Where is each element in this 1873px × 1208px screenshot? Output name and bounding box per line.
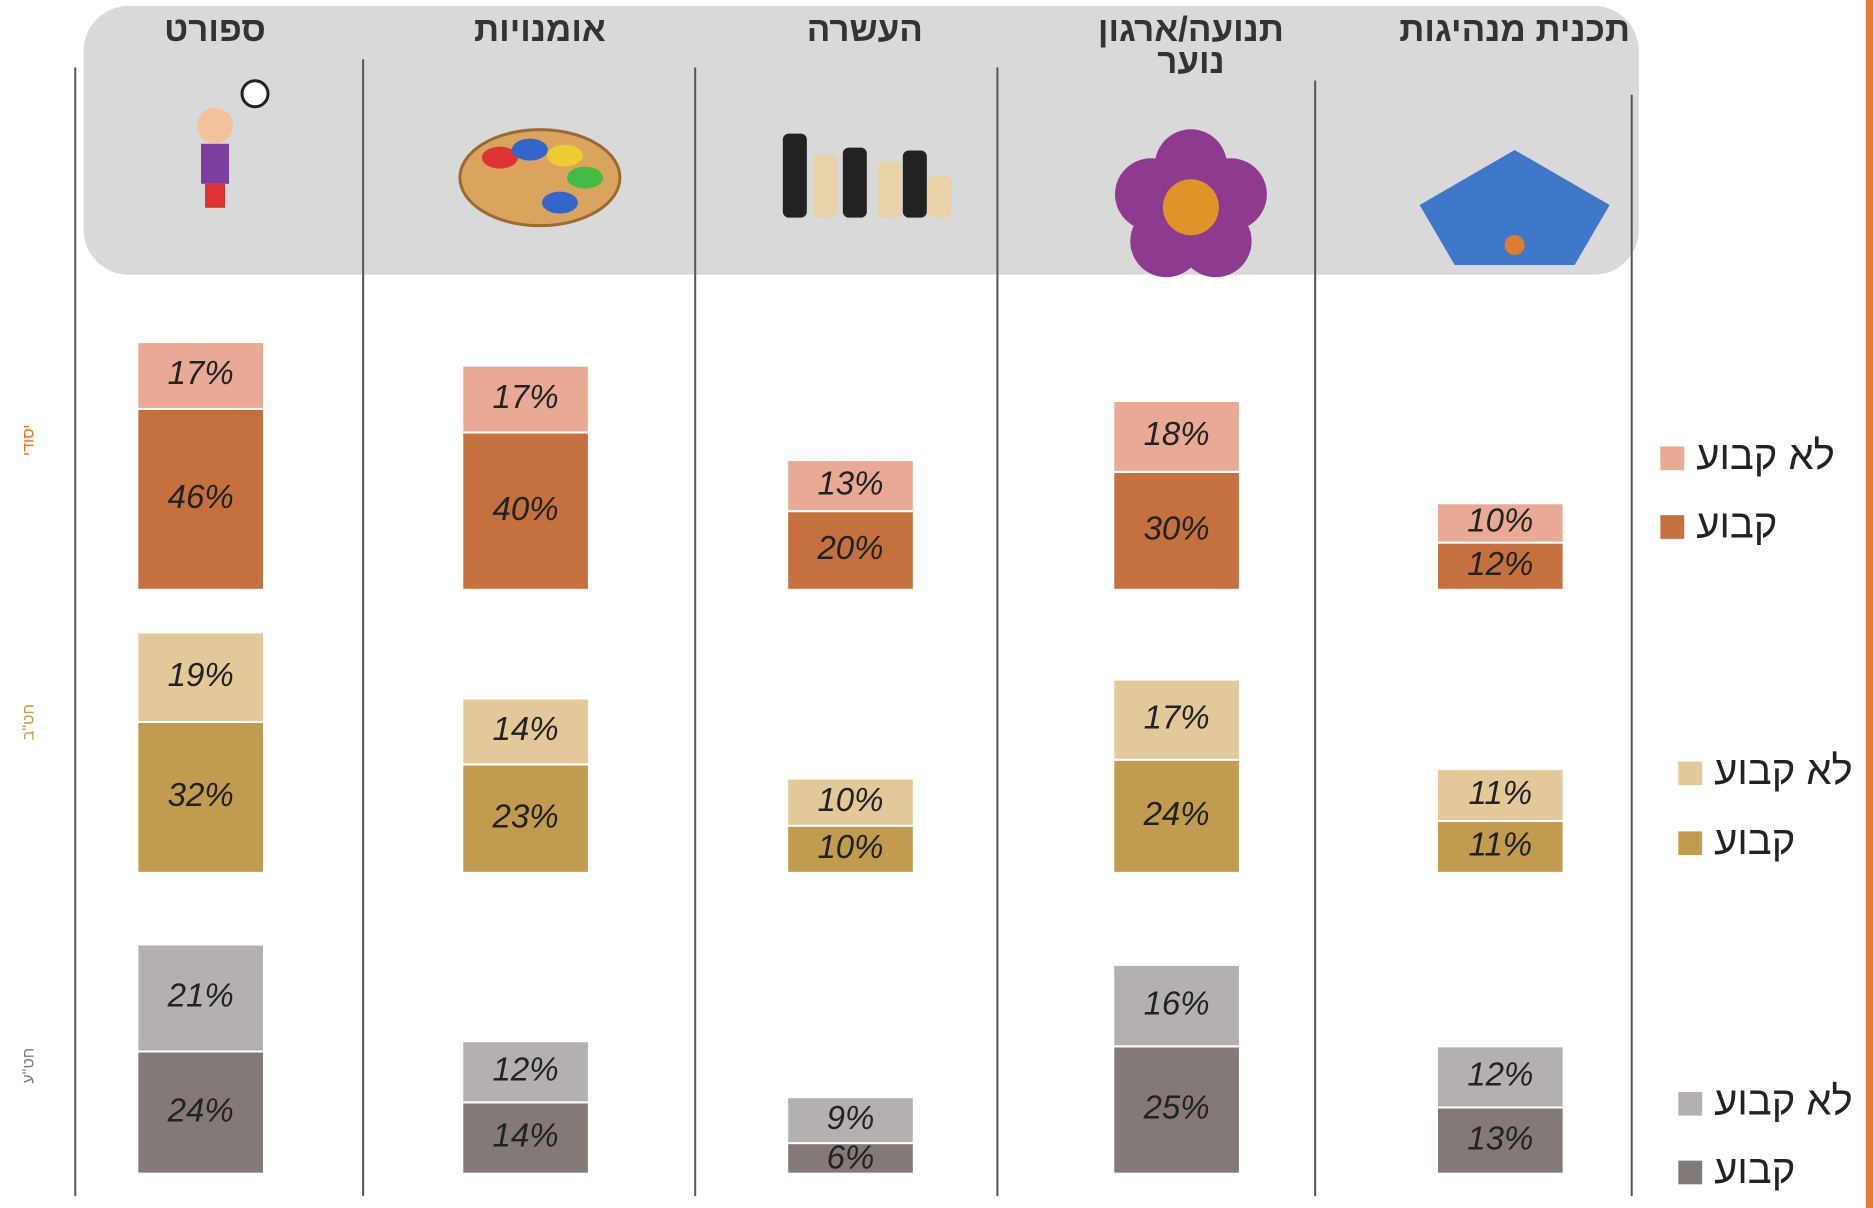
icon [902,150,927,218]
legend-label: קבוע [1714,1148,1795,1192]
bar-segment [1436,1106,1565,1175]
legend-swatch [1678,761,1703,786]
icon [566,166,603,189]
value-label: 32% [168,776,234,813]
icon [812,154,837,218]
bar-segment [1112,400,1241,473]
icon [1419,150,1610,266]
category-label: תנועה/ארגון נוער [1097,10,1284,82]
bar-segment [1436,541,1565,591]
row-title: חט"ב [20,704,37,740]
bar-segment [1112,963,1241,1048]
bar-segment [786,777,915,827]
bar-segment [136,943,265,1053]
value-label: 46% [168,478,234,515]
value-label: 40% [493,490,559,527]
value-label: 17% [1144,698,1210,735]
value-label: 11% [1469,774,1533,811]
value-label: 14% [493,1117,559,1154]
bar-segment [1112,678,1241,761]
row-title: יסודי [20,424,37,456]
bar-segment [1436,502,1565,544]
legend-swatch [1660,446,1685,471]
value-label: 9% [827,1099,875,1136]
value-label: 12% [1467,545,1533,582]
icon [877,161,902,218]
value-label: 20% [816,529,883,566]
value-label: 13% [1467,1119,1533,1156]
bar-segment [136,721,265,874]
row-title: חט"ע [20,1048,37,1084]
bar-segment [786,510,915,591]
value-label: 13% [817,464,883,501]
icon [927,175,952,218]
value-label: 17% [493,378,559,415]
icon [782,133,807,218]
bar-segment [786,1142,915,1175]
icon [541,191,578,214]
bar-segment [1112,1045,1241,1175]
bar-segment [461,364,590,434]
bar-segment [1436,819,1565,874]
icon [1162,179,1219,236]
value-label: 18% [1144,415,1210,452]
legend-swatch [1678,1160,1703,1185]
icon [201,143,230,184]
bar-segment [461,697,590,766]
value-label: 25% [1143,1089,1210,1126]
icon [240,79,270,109]
value-label: 21% [167,977,234,1014]
bar-segment [136,631,265,724]
icon [1504,235,1525,256]
icon [481,146,518,169]
bar-segment [461,1040,590,1104]
value-label: 10% [1467,502,1533,539]
category-label: תכנית מנהיגות [1399,10,1631,50]
bar-segment [461,1101,590,1175]
value-label: 10% [817,781,883,818]
value-label: 11% [1469,826,1533,863]
value-label: 19% [168,656,234,693]
icon [205,183,226,208]
category-label: אומנויות [474,10,606,50]
bar-segment [136,341,265,410]
bar-segment [461,763,590,874]
value-label: 10% [817,828,883,865]
legend-label: קבוע [1696,503,1777,547]
value-label: 24% [1143,795,1210,832]
icon [197,107,234,144]
category-label: ספורט [164,10,266,50]
legend-swatch [1678,831,1703,856]
icon [511,138,548,161]
legend-label: לא קבוע [1696,434,1835,478]
value-label: 12% [493,1051,559,1088]
bar-segment [786,1096,915,1145]
value-label: 16% [1144,984,1210,1021]
bar-segment [1436,768,1565,822]
category-label: העשרה [806,10,923,50]
bar-segment [786,824,915,874]
legend-swatch [1660,515,1685,539]
icon [546,144,583,167]
edge-bar [1865,0,1873,1208]
bar-segment [1112,758,1241,874]
bar-segment [786,459,915,513]
legend-swatch [1678,1091,1703,1116]
legend-label: לא קבוע [1714,1079,1853,1123]
value-label: 23% [492,797,559,834]
legend-label: לא קבוע [1714,749,1853,793]
bar-segment [1436,1045,1565,1109]
value-label: 12% [1467,1056,1533,1093]
value-label: 14% [493,710,559,747]
value-label: 17% [168,354,234,391]
legend-label: קבוע [1714,819,1795,863]
value-label: 6% [827,1138,875,1175]
bar-segment [1112,470,1241,591]
value-label: 30% [1144,510,1210,547]
bar-segment [136,1050,265,1175]
icon [842,147,867,218]
value-label: 24% [167,1091,234,1128]
